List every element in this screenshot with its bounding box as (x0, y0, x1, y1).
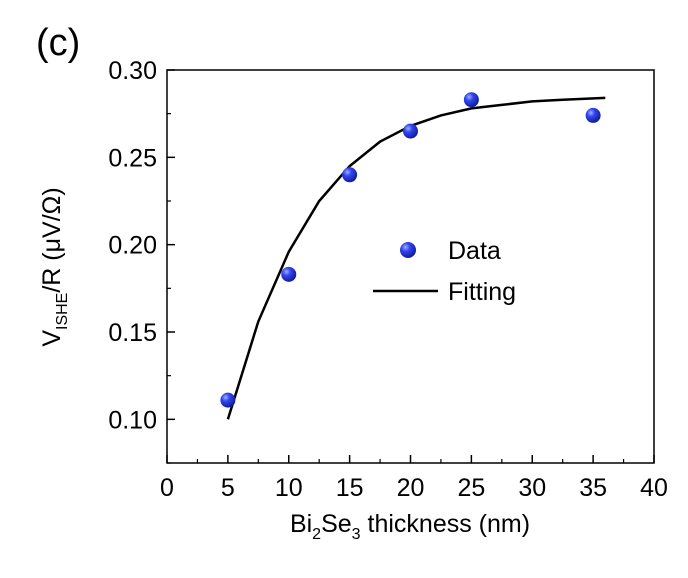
data-point (585, 107, 601, 123)
data-point (403, 123, 418, 139)
legend-data-label: Data (448, 237, 501, 265)
x-tick-label: 20 (397, 474, 425, 502)
legend-fitting-label: Fitting (448, 278, 516, 306)
panel-label: (c) (36, 22, 80, 64)
y-tick-label: 0.25 (108, 144, 157, 172)
fitting-curve (226, 96, 606, 420)
x-axis-label: Bi2Se3 thickness (nm) (290, 510, 530, 543)
y-axis-label: VISHE/R (μV/Ω) (38, 187, 71, 346)
y-tick-label: 0.15 (108, 319, 157, 347)
data-point (220, 392, 236, 408)
x-tick-label: 0 (160, 474, 174, 502)
y-axis: 0.10 0.15 0.20 0.25 0.30 (108, 57, 175, 464)
legend: Data Fitting (373, 237, 516, 306)
data-points (220, 92, 601, 408)
x-tick-label: 10 (275, 474, 303, 502)
y-tick-label: 0.20 (108, 232, 157, 260)
data-point (281, 266, 297, 282)
data-point (342, 167, 358, 183)
x-tick-label: 15 (336, 474, 364, 502)
x-tick-label: 25 (457, 474, 485, 502)
x-tick-label: 35 (579, 474, 607, 502)
x-tick-label: 40 (640, 474, 668, 502)
y-tick-label: 0.30 (108, 57, 157, 85)
data-point (463, 92, 479, 108)
y-tick-label: 0.10 (108, 406, 157, 434)
x-tick-label: 5 (221, 474, 235, 502)
x-tick-label: 30 (518, 474, 546, 502)
x-axis: 0 5 10 15 20 25 30 35 40 (160, 455, 668, 502)
legend-data-marker (400, 242, 416, 258)
